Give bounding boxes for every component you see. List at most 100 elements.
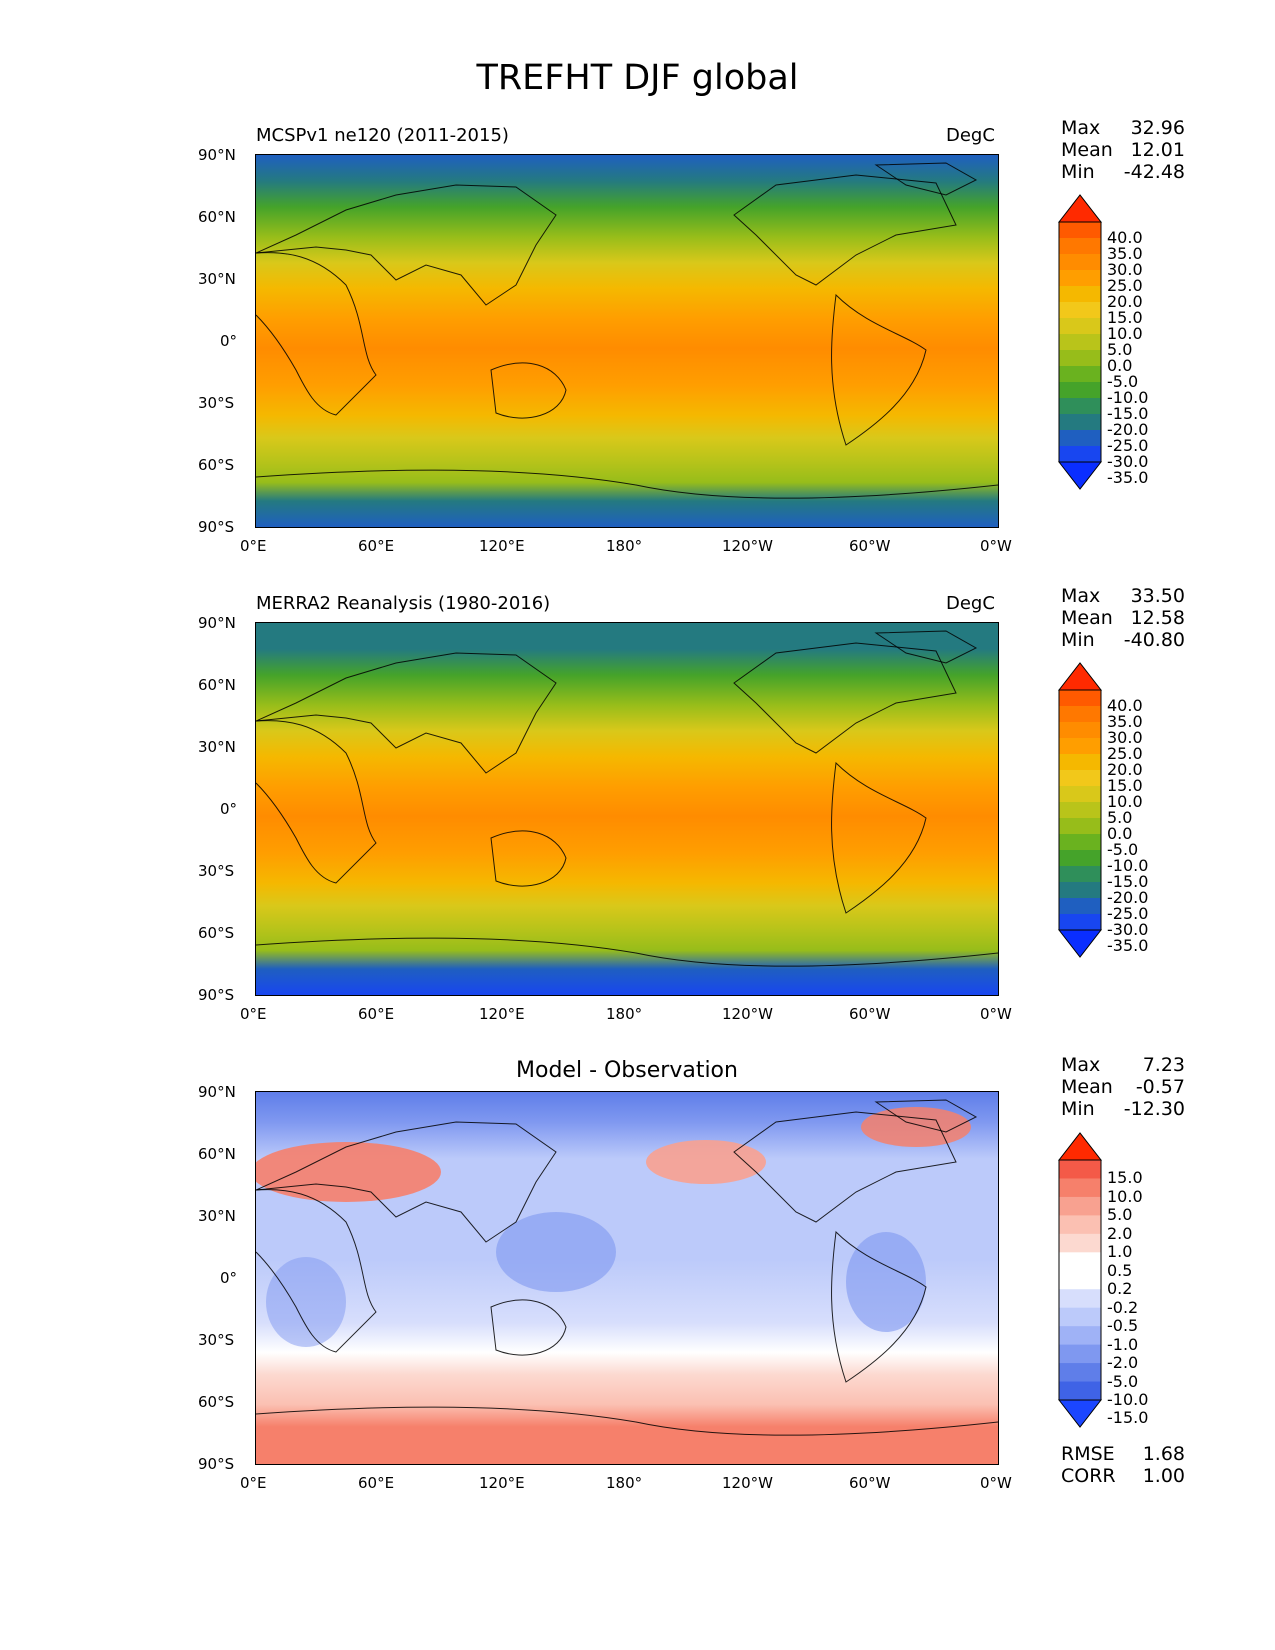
colorbar-tick-label: -10.0 — [1107, 856, 1149, 875]
lon-tick: 60°W — [849, 1005, 891, 1023]
lon-tick: 0°E — [240, 1005, 267, 1023]
stat-min-label: Min — [1061, 1098, 1095, 1120]
colorbar-tick-label: -0.2 — [1107, 1297, 1139, 1317]
stat-min-value: -42.48 — [1123, 161, 1185, 183]
panel-units: DegC — [946, 125, 995, 146]
colorbar-tick-label: 30.0 — [1107, 260, 1143, 279]
lat-tick: 60°N — [198, 676, 236, 694]
lon-tick: 0°E — [240, 537, 267, 555]
lat-tick: 0° — [220, 1269, 238, 1287]
map-model — [255, 154, 999, 528]
lon-tick: 60°E — [358, 1474, 395, 1492]
colorbar-tick-label: -25.0 — [1107, 904, 1149, 923]
lat-tick: 60°N — [198, 1145, 236, 1163]
colorbar-tick-label: -20.0 — [1107, 420, 1149, 439]
lat-tick: 30°N — [198, 270, 236, 288]
colorbar-tick-label: 1.0 — [1107, 1242, 1133, 1262]
lat-tick: 30°S — [198, 394, 235, 412]
colorbar-tick-label: -35.0 — [1107, 468, 1149, 487]
colorbar-tick-label: -15.0 — [1107, 872, 1149, 891]
stat-max-value: 7.23 — [1142, 1054, 1185, 1076]
lon-tick: 60°W — [849, 1474, 891, 1492]
colorbar-diff — [1057, 1132, 1103, 1432]
colorbar-tick-label: -5.0 — [1107, 840, 1139, 859]
colorbar-tick-label: -10.0 — [1107, 388, 1149, 407]
colorbar-tick-label: -25.0 — [1107, 436, 1149, 455]
colorbar-tick-label: -10.0 — [1107, 1390, 1149, 1409]
colorbar-tick-label: 2.0 — [1107, 1223, 1133, 1243]
lon-tick: 0°W — [980, 1474, 1012, 1492]
colorbar-tick-label: 35.0 — [1107, 244, 1143, 263]
figure-title: TREFHT DJF global — [476, 58, 799, 98]
stat-max-label: Max — [1061, 1054, 1101, 1076]
panel-left-title: MCSPv1 ne120 (2011-2015) — [256, 125, 509, 146]
rmse-value: 1.68 — [1142, 1443, 1185, 1465]
lon-tick: 120°E — [479, 1474, 525, 1492]
lat-tick: 30°N — [198, 738, 236, 756]
lat-tick: 90°N — [198, 146, 236, 164]
lon-tick: 60°W — [849, 537, 891, 555]
stat-max-label: Max — [1061, 585, 1101, 607]
lat-tick: 60°S — [198, 1393, 235, 1411]
colorbar-tick-label: -2.0 — [1107, 1353, 1139, 1373]
lon-tick: 180° — [606, 1474, 643, 1492]
lon-tick: 0°W — [980, 537, 1012, 555]
colorbar-tick-label: 30.0 — [1107, 728, 1143, 747]
lon-tick: 180° — [606, 537, 643, 555]
colorbar-obs — [1057, 662, 1103, 962]
colorbar-tick-label: 10.0 — [1107, 1186, 1143, 1206]
colorbar-tick-label: 0.0 — [1107, 824, 1133, 843]
colorbar-tick-label: 5.0 — [1107, 340, 1133, 359]
panel-left-title: MERRA2 Reanalysis (1980-2016) — [256, 593, 551, 614]
lon-tick: 120°W — [722, 1474, 773, 1492]
colorbar-tick-label: -30.0 — [1107, 452, 1149, 471]
colorbar-tick-label: 0.5 — [1107, 1260, 1133, 1280]
colorbar-tick-label: 20.0 — [1107, 292, 1143, 311]
stat-min-label: Min — [1061, 161, 1095, 183]
colorbar-tick-label: 10.0 — [1107, 792, 1143, 811]
colorbar-tick-label: 25.0 — [1107, 744, 1143, 763]
stat-mean-value: -0.57 — [1135, 1076, 1185, 1098]
colorbar-tick-label: 5.0 — [1107, 1205, 1133, 1225]
lat-tick: 30°N — [198, 1207, 236, 1225]
lon-tick: 120°E — [479, 537, 525, 555]
colorbar-tick-label: 0.2 — [1107, 1279, 1133, 1299]
map-diff — [255, 1091, 999, 1465]
lat-tick: 60°S — [198, 924, 235, 942]
lat-tick: 90°S — [198, 1455, 235, 1473]
lat-tick: 0° — [220, 800, 238, 818]
colorbar-tick-label: -5.0 — [1107, 372, 1139, 391]
stat-mean-value: 12.01 — [1130, 139, 1185, 161]
lat-tick: 30°S — [198, 862, 235, 880]
lat-tick: 90°S — [198, 986, 235, 1004]
stat-max-value: 32.96 — [1130, 117, 1185, 139]
lat-tick: 90°S — [198, 518, 235, 536]
colorbar-tick-label: -15.0 — [1107, 404, 1149, 423]
colorbar-tick-label: -15.0 — [1107, 1408, 1149, 1428]
corr-label: CORR — [1061, 1465, 1116, 1487]
colorbar-tick-label: -30.0 — [1107, 920, 1149, 939]
colorbar-tick-label: -35.0 — [1107, 936, 1149, 955]
lon-tick: 180° — [606, 1005, 643, 1023]
stat-mean-label: Mean — [1061, 1076, 1113, 1098]
lon-tick: 0°E — [240, 1474, 267, 1492]
stat-min-label: Min — [1061, 629, 1095, 651]
lon-tick: 120°W — [722, 537, 773, 555]
lat-tick: 0° — [220, 332, 238, 350]
colorbar-tick-label: -1.0 — [1107, 1334, 1139, 1354]
colorbar-tick-label: -0.5 — [1107, 1316, 1139, 1336]
colorbar-tick-label: 15.0 — [1107, 308, 1143, 327]
colorbar-tick-label: 40.0 — [1107, 696, 1143, 715]
panel-units: DegC — [946, 593, 995, 614]
stat-max-label: Max — [1061, 117, 1101, 139]
colorbar-tick-label: 40.0 — [1107, 228, 1143, 247]
colorbar-tick-label: -5.0 — [1107, 1371, 1139, 1391]
colorbar-tick-label: 0.0 — [1107, 356, 1133, 375]
stat-min-value: -40.80 — [1123, 629, 1185, 651]
lat-tick: 90°N — [198, 614, 236, 632]
lat-tick: 60°S — [198, 456, 235, 474]
colorbar-tick-label: 10.0 — [1107, 324, 1143, 343]
stat-max-value: 33.50 — [1130, 585, 1185, 607]
colorbar-tick-label: 15.0 — [1107, 1168, 1143, 1188]
lat-tick: 90°N — [198, 1083, 236, 1101]
